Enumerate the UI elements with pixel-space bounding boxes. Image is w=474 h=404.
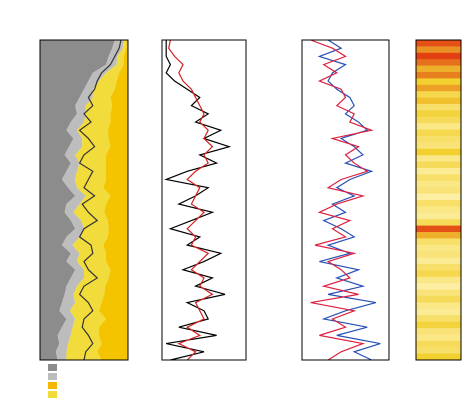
- heat-cell: [416, 174, 461, 182]
- heat-cell: [416, 187, 461, 195]
- heat-cell: [416, 65, 461, 73]
- heat-cell: [416, 340, 461, 348]
- heat-cell: [416, 180, 461, 188]
- heat-cell: [416, 123, 461, 131]
- heat-cell: [416, 142, 461, 150]
- heat-cell: [416, 206, 461, 214]
- track-frame: [39, 39, 129, 361]
- heat-cell: [416, 110, 461, 118]
- heat-cell: [416, 97, 461, 105]
- heat-cell: [416, 347, 461, 355]
- track-frame: [415, 39, 462, 361]
- curve: [310, 39, 374, 361]
- heat-cell: [416, 302, 461, 310]
- heat-cell: [416, 238, 461, 246]
- heat-cell: [416, 276, 461, 284]
- heat-cell: [416, 251, 461, 259]
- heat-cell: [416, 328, 461, 335]
- heat-cell: [416, 52, 461, 60]
- track-frame: [301, 39, 390, 361]
- heat-cell: [416, 78, 461, 86]
- heat-cell: [416, 193, 461, 201]
- curve: [164, 40, 232, 361]
- heat-cell: [416, 225, 461, 233]
- heat-cell: [416, 244, 461, 252]
- heat-cell: [416, 334, 461, 342]
- heat-cell: [416, 168, 461, 175]
- heat-cell: [416, 264, 461, 271]
- heat-cell: [416, 104, 461, 111]
- heat-cell: [416, 40, 461, 47]
- area: [40, 40, 115, 360]
- heat-cell: [416, 353, 461, 361]
- heat-cell: [416, 46, 461, 54]
- legend-swatch: [48, 364, 57, 371]
- heat-cell: [416, 283, 461, 291]
- heat-cell: [416, 289, 461, 297]
- legend-swatch: [48, 391, 57, 398]
- curve: [168, 39, 214, 361]
- track-frame: [161, 39, 247, 361]
- heat-cell: [416, 219, 461, 227]
- heat-cell: [416, 270, 461, 278]
- legend-swatch: [48, 382, 57, 389]
- heat-cell: [416, 232, 461, 239]
- curve: [78, 39, 122, 361]
- heat-cell: [416, 129, 461, 137]
- area: [55, 40, 124, 360]
- area: [97, 40, 128, 360]
- heat-cell: [416, 148, 461, 156]
- heat-cell: [416, 296, 461, 303]
- heat-cell: [416, 308, 461, 316]
- heat-cell: [416, 155, 461, 163]
- heat-cell: [416, 315, 461, 323]
- heat-cell: [416, 72, 461, 79]
- heat-cell: [416, 212, 461, 220]
- heat-cell: [416, 200, 461, 207]
- heat-cell: [416, 257, 461, 265]
- heat-cell: [416, 321, 461, 329]
- heat-cell: [416, 84, 461, 92]
- heat-cell: [416, 136, 461, 143]
- heat-cell: [416, 161, 461, 169]
- heat-cell: [416, 91, 461, 99]
- area: [66, 40, 127, 360]
- heat-cell: [416, 59, 461, 67]
- legend-swatch: [48, 373, 57, 380]
- heat-cell: [416, 116, 461, 124]
